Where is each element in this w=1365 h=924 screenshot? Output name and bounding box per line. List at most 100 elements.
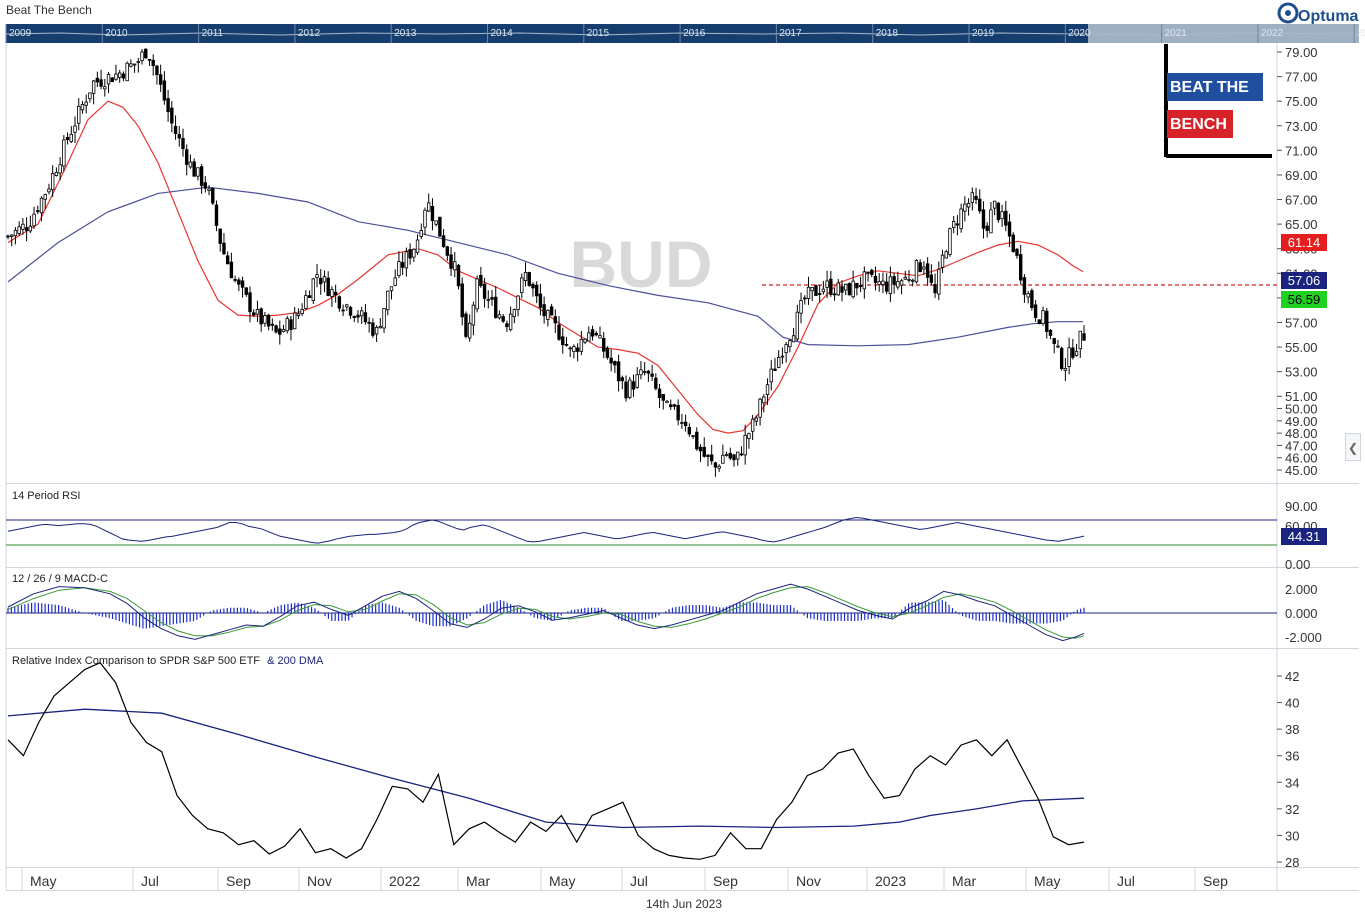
price-bar-body (642, 370, 647, 373)
price-bar-body (50, 173, 55, 191)
price-bar-body (914, 259, 919, 283)
price-bar-body (1000, 211, 1004, 220)
price-bar-body (177, 134, 181, 139)
price-bar-body (47, 188, 51, 193)
price-bar-body (106, 74, 111, 85)
timeline-year-label: 2016 (683, 28, 706, 39)
timeline-year-label: 2019 (972, 28, 995, 39)
price-bar-body (717, 465, 721, 469)
price-bar-body (594, 332, 598, 336)
macd-signal-line (7, 586, 1085, 639)
logo-line2: BENCH (1170, 116, 1227, 133)
price-bar-body (322, 276, 327, 283)
price-bar-body (151, 59, 155, 66)
price-bar-body (795, 311, 800, 340)
price-bar-body (114, 73, 118, 80)
price-bar-body (1078, 330, 1082, 350)
price-bar-body (244, 287, 248, 295)
price-bar-body (363, 312, 368, 323)
price-bar-body (669, 404, 673, 408)
x-axis-label: Jul (1117, 873, 1135, 889)
price-bar-body (1063, 367, 1068, 371)
price-y-label: 55.00 (1285, 340, 1318, 355)
price-bar-body (512, 309, 517, 318)
price-y-label: 75.00 (1285, 94, 1318, 109)
price-bar-body (549, 306, 554, 316)
price-bar-body (922, 266, 926, 270)
price-bar-body (415, 239, 420, 253)
price-bar-body (311, 278, 316, 301)
price-y-label: 71.00 (1285, 143, 1318, 158)
beat-the-bench-logo: BEAT THE BENCH (1164, 44, 1272, 158)
price-bar-body (427, 202, 431, 212)
rsi-line (7, 516, 1085, 544)
price-bar-body (851, 280, 855, 298)
footer-date: 14th Jun 2023 (646, 897, 722, 911)
price-y-label: 48.00 (1285, 426, 1318, 441)
price-bar-body (199, 166, 204, 187)
price-y-label: 53.00 (1285, 365, 1318, 380)
price-bar-body (784, 344, 788, 354)
price-bar-body (1030, 290, 1034, 308)
price-y-label: 49.00 (1285, 414, 1318, 429)
price-bar-body (132, 63, 137, 66)
price-bar-body (10, 234, 14, 237)
price-bar-body (196, 167, 200, 177)
price-bar-body (181, 138, 185, 150)
macd-panel: 12 / 26 / 9 MACD-C 2.000 0.000 -2.000 (6, 573, 1322, 645)
price-bar-body (695, 431, 699, 450)
price-bar-body (955, 223, 960, 226)
price-bar-body (542, 304, 546, 317)
price-bar-body (1022, 277, 1027, 295)
optuma-logo-icon (1277, 2, 1299, 24)
price-bar-body (441, 235, 446, 248)
price-bar-body (583, 338, 587, 343)
price-bar-body (356, 314, 360, 318)
price-bar-body (24, 227, 29, 231)
price-bar-body (806, 286, 811, 299)
timeline-years: 2009 2010 2011 2012 2013 2014 2015 2016 2017 2018… (5, 24, 1365, 43)
price-bar-body (259, 308, 263, 325)
price-bar-body (672, 404, 677, 407)
timeline-year-label: 2012 (298, 28, 321, 39)
timeline-year-label: 2018 (876, 28, 899, 39)
price-bar-body (911, 279, 915, 282)
logo-line1: BEAT THE (1170, 79, 1249, 96)
price-bar-body (546, 309, 550, 320)
price-bar-body (1067, 347, 1071, 367)
panel-collapse-arrow-icon[interactable]: ❮ (1345, 433, 1361, 461)
timeline-year-label: 2020 (1068, 28, 1091, 39)
x-axis-label: Jul (630, 873, 648, 889)
price-bar-body (721, 454, 725, 464)
price-bar-body (739, 453, 744, 456)
price-bar-body (825, 280, 829, 288)
price-bar-body (77, 105, 81, 124)
price-bar-body (43, 194, 47, 200)
svg-text:56.59: 56.59 (1288, 292, 1321, 307)
price-bar-body (62, 139, 66, 167)
price-bar-body (996, 202, 1001, 221)
price-bar-body (374, 327, 379, 335)
sma200-line (7, 186, 1083, 347)
price-bar-body (940, 254, 945, 268)
price-bar-body (762, 396, 766, 404)
price-bar-body (557, 324, 561, 340)
price-bar-body (676, 404, 680, 421)
price-bar-body (970, 192, 975, 203)
price-bar-body (497, 314, 502, 319)
relative-y-label: 32 (1285, 802, 1299, 817)
price-bar-body (903, 276, 907, 280)
price-bar-body (460, 283, 464, 318)
price-bar-body (1041, 310, 1045, 324)
price-bar-body (683, 421, 688, 426)
price-bar-body (304, 295, 308, 309)
price-bar-body (847, 283, 852, 296)
price-bar-body (665, 400, 669, 404)
price-bar-body (1007, 221, 1012, 237)
price-bar-body (948, 228, 952, 255)
rsi-y-label: 0.00 (1285, 557, 1310, 572)
price-bar-body (147, 58, 152, 61)
price-bar-body (471, 304, 476, 326)
price-bar-body (628, 379, 632, 398)
relative-y-label: 30 (1285, 828, 1299, 843)
